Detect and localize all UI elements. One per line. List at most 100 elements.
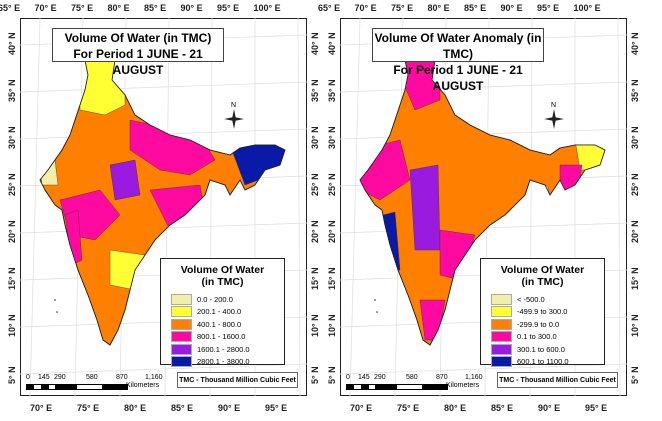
title-line-1: Volume Of Water (in TMC) <box>64 31 212 45</box>
longitude-label: 90° E <box>500 3 523 13</box>
longitude-label: 75° E <box>391 3 414 13</box>
longitude-label: 95° E <box>265 403 288 413</box>
longitude-label: 85° E <box>491 403 514 413</box>
longitude-label: 95° E <box>537 3 560 13</box>
scale-tick: 870 <box>116 374 128 381</box>
district-region <box>109 159 141 201</box>
legend-item: 400.1 - 800.0 <box>171 318 284 331</box>
legend-swatch <box>491 331 512 343</box>
scale-unit: Kilometers <box>126 382 160 389</box>
title-line-2: For Period 1 JUNE - 21 AUGUST <box>73 47 203 77</box>
svg-text:N: N <box>551 102 556 109</box>
longitude-label: 70° E <box>34 3 57 13</box>
legend-swatch <box>491 306 512 318</box>
legend: Volume Of Water (in TMC) < -500.0 -499.9 to… <box>480 258 605 368</box>
legend-title: Volume Of Water <box>500 264 585 276</box>
longitude-label: 90° E <box>538 403 561 413</box>
scale-tick: 145 <box>358 374 370 381</box>
map-title: Volume Of Water (in TMC) For Period 1 JUN… <box>52 28 224 77</box>
longitude-label: 85° E <box>171 403 194 413</box>
scale-tick: 870 <box>436 374 448 381</box>
scale-tick: 1,160 <box>465 374 483 381</box>
unit-note: TMC - Thousand Million Cubic Feet <box>177 372 298 388</box>
legend-item: 0.0 - 200.0 <box>171 293 284 306</box>
legend-item: 800.1 - 1600.0 <box>171 331 284 344</box>
legend-label: -299.9 to 0.0 <box>517 319 560 329</box>
legend-label: -499.9 to 300.0 <box>517 307 568 317</box>
legend-title: Volume Of Water <box>180 264 265 276</box>
legend-swatch <box>171 331 192 343</box>
legend-label: 400.1 - 800.0 <box>197 319 242 329</box>
legend-item: 300.1 to 600.0 <box>491 343 604 356</box>
longitude-label: 75° E <box>397 403 420 413</box>
map-title: Volume Of Water Anomaly (in TMC) For Peri… <box>372 28 544 93</box>
scale-tick: 0 <box>346 374 350 381</box>
longitude-label: 70° E <box>354 3 377 13</box>
longitude-label: 90° E <box>180 3 203 13</box>
legend-swatch <box>171 293 192 305</box>
legend-swatch <box>491 356 512 368</box>
longitude-label: 80° E <box>444 403 467 413</box>
longitude-label: 75° E <box>71 3 94 13</box>
longitude-label: 100° E <box>573 3 601 13</box>
legend-label: 200.1 - 400.0 <box>197 307 242 317</box>
longitude-label: 95° E <box>585 403 608 413</box>
legend-subtitle: (in TMC) <box>201 276 244 288</box>
longitude-label: 75° E <box>77 403 100 413</box>
longitude-label: 80° E <box>124 403 147 413</box>
district-region <box>40 159 59 186</box>
unit-note: TMC - Thousand Million Cubic Feet <box>497 372 618 388</box>
volume-map-panel: 65° E 70° E 75° E 80° E 85° E 90° E 95° E 100° … <box>0 0 330 421</box>
legend-item: 600.1 to 1100.0 <box>491 356 604 369</box>
scale-bar: 0 145 290 580 870 1,160 Kilometers <box>346 374 496 394</box>
longitude-label: 95° E <box>217 3 240 13</box>
legend-swatch <box>491 293 512 305</box>
india-map <box>339 17 628 397</box>
legend-item: -499.9 to 300.0 <box>491 306 604 319</box>
scale-tick: 145 <box>38 374 50 381</box>
longitude-label: 65° E <box>0 3 21 13</box>
longitude-label: 70° E <box>350 403 373 413</box>
longitude-label: 70° E <box>30 403 53 413</box>
legend-swatch <box>491 318 512 330</box>
legend-label: 600.1 to 1100.0 <box>517 357 569 367</box>
title-line-1: Volume Of Water Anomaly (in TMC) <box>374 31 542 61</box>
district-region <box>439 229 476 281</box>
legend-swatch <box>171 356 192 368</box>
scale-unit: Kilometers <box>446 382 480 389</box>
district-region <box>109 249 146 291</box>
longitude-label: 90° E <box>218 403 241 413</box>
legend-label: 0.0 - 200.0 <box>197 294 233 304</box>
legend-swatch <box>171 343 192 355</box>
legend-item: 0.1 to 300.0 <box>491 331 604 344</box>
scale-tick: 1,160 <box>145 374 163 381</box>
longitude-label: 85° E <box>144 3 167 13</box>
legend-label: 0.1 to 300.0 <box>517 332 557 342</box>
longitude-label: 85° E <box>464 3 487 13</box>
legend-label: 800.1 - 1600.0 <box>197 332 246 342</box>
legend-swatch <box>171 306 192 318</box>
scale-tick: 0 <box>26 374 30 381</box>
legend-item: 200.1 - 400.0 <box>171 306 284 319</box>
scale-tick: 290 <box>54 374 66 381</box>
longitude-label: 100° E <box>253 3 281 13</box>
legend-item: -299.9 to 0.0 <box>491 318 604 331</box>
legend-item: 2800.1 - 3800.0 <box>171 356 284 369</box>
north-arrow-icon: N <box>222 100 246 135</box>
district-region <box>409 164 441 251</box>
legend-item: < -500.0 <box>491 293 604 306</box>
legend-label: 1600.1 - 2800.0 <box>197 344 250 354</box>
legend-item: 1600.1 - 2800.0 <box>171 343 284 356</box>
scale-tick: 580 <box>406 374 418 381</box>
legend-swatch <box>491 343 512 355</box>
anomaly-map-panel: 65° E 70° E 75° E 80° E 85° E 90° E 95° E 100° … <box>318 0 650 421</box>
legend-subtitle: (in TMC) <box>521 276 564 288</box>
legend-label: < -500.0 <box>517 294 545 304</box>
north-arrow-icon: N <box>542 100 566 135</box>
legend-swatch <box>171 318 192 330</box>
legend-label: 2800.1 - 3800.0 <box>197 357 250 367</box>
title-line-2: For Period 1 JUNE - 21 AUGUST <box>393 63 523 93</box>
legend-label: 300.1 to 600.0 <box>517 344 565 354</box>
scale-tick: 290 <box>374 374 386 381</box>
